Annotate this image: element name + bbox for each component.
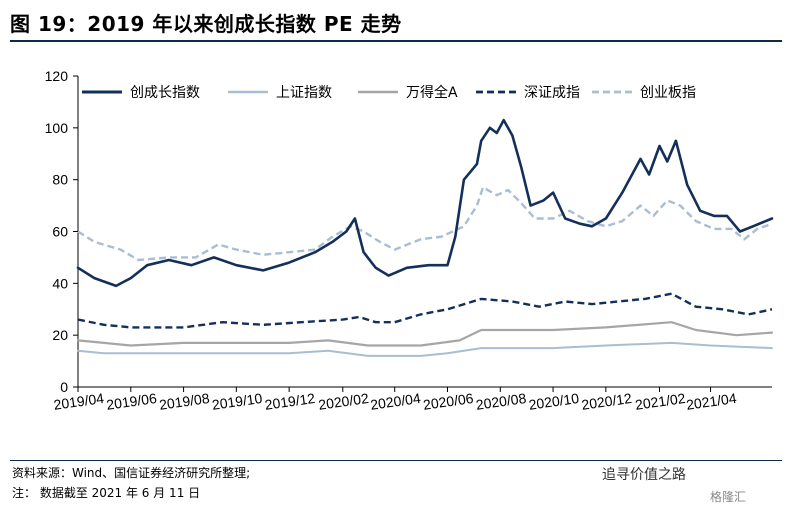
x-tick-label: 2019/04 <box>53 390 106 413</box>
x-tick-label: 2021/02 <box>634 390 687 413</box>
legend-label-5: 创业板指 <box>640 85 696 101</box>
legend-label-3: 万得全A <box>406 84 458 101</box>
x-tick-label: 2020/10 <box>528 390 581 413</box>
series-line-2 <box>77 341 773 357</box>
chart-series <box>76 118 774 357</box>
x-tick-label: 2019/06 <box>105 390 158 413</box>
x-tick-label: 2019/12 <box>264 390 317 413</box>
title-rule <box>10 40 782 42</box>
footer-rule <box>10 460 782 461</box>
y-tick-label: 40 <box>52 275 68 291</box>
x-tick-label: 2020/08 <box>475 390 528 413</box>
x-tick-label: 2021/04 <box>685 390 738 413</box>
figure-title: 图 19：2019 年以来创成长指数 PE 走势 <box>10 12 402 36</box>
watermark-account: 追寻价值之路 <box>602 467 686 483</box>
date-note: 注： 数据截至 2021 年 6 月 11 日 <box>12 486 201 500</box>
chart-legend: 创成长指数 上证指数 万得全A 深证成指 创业板指 <box>82 84 696 101</box>
legend-label-2: 上证指数 <box>276 85 332 101</box>
y-tick-label: 80 <box>52 172 68 188</box>
y-tick-label: 0 <box>60 379 68 395</box>
series-line-4 <box>77 292 773 329</box>
x-tick-label: 2019/08 <box>158 390 211 413</box>
series-line-1 <box>76 118 774 288</box>
y-tick-label: 100 <box>45 120 69 136</box>
x-tick-label: 2020/04 <box>369 390 422 413</box>
watermark-brand: 格隆汇 <box>710 490 747 504</box>
x-tick-label: 2020/06 <box>422 390 475 413</box>
y-tick-label: 120 <box>45 68 69 84</box>
x-tick-label: 2019/10 <box>211 390 264 413</box>
source-note: 资料来源：Wind、国信证券经济研究所整理; <box>12 466 251 480</box>
legend-label-4: 深证成指 <box>524 85 580 101</box>
legend-label-1: 创成长指数 <box>130 85 200 101</box>
y-tick-label: 60 <box>52 224 68 240</box>
series-line-5 <box>77 186 773 262</box>
x-tick-label: 2020/02 <box>317 390 370 413</box>
y-tick-label: 20 <box>52 327 68 343</box>
x-tick-label: 2020/12 <box>580 390 633 413</box>
series-line-3 <box>76 321 774 347</box>
